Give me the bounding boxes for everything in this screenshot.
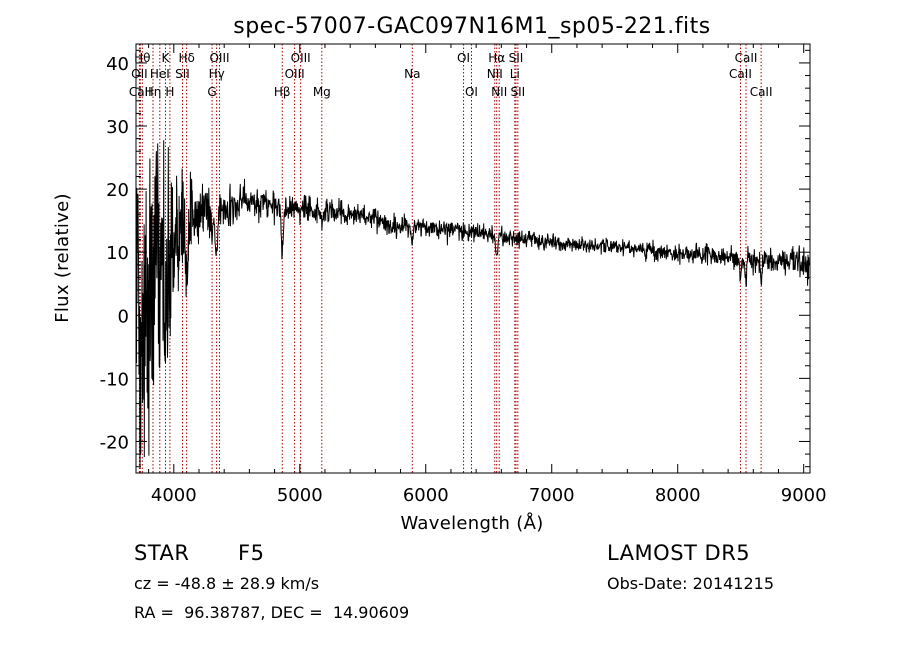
y-tick-label: -10 <box>100 369 129 390</box>
y-axis-label: Flux (relative) <box>52 193 73 323</box>
line-marker-label: Hδ <box>178 51 194 65</box>
line-marker-label: H <box>165 85 174 99</box>
x-tick-label: 7000 <box>529 485 575 506</box>
line-marker-label: Hθ <box>134 51 150 65</box>
y-tick-label: 40 <box>106 54 129 75</box>
line-marker-label: Hη <box>145 85 162 99</box>
line-marker-label: OIII <box>209 51 229 65</box>
line-marker-label: OII <box>131 67 148 81</box>
line-marker-label: OI <box>457 51 470 65</box>
y-tick-label: -20 <box>100 432 129 453</box>
line-marker-label: CaII <box>735 51 758 65</box>
line-marker-label: HeI <box>150 67 170 81</box>
line-marker-label: SII <box>509 51 524 65</box>
line-marker-label: CaII <box>729 67 752 81</box>
y-tick-label: 20 <box>106 180 129 201</box>
x-tick-label: 4000 <box>151 485 197 506</box>
survey-name: LAMOST DR5 <box>607 541 751 565</box>
line-marker-label: SII <box>175 67 190 81</box>
y-tick-label: 10 <box>106 243 129 264</box>
line-marker-label: NII <box>487 67 503 81</box>
line-marker-label: OI <box>465 85 478 99</box>
object-subclass: F5 <box>238 541 265 565</box>
chart-title: spec-57007-GAC097N16M1_sp05-221.fits <box>233 14 711 39</box>
line-marker-label: SII <box>510 85 525 99</box>
line-marker-label: K <box>162 51 171 65</box>
line-marker-label: Mg <box>313 85 331 99</box>
y-tick-label: 0 <box>118 306 129 327</box>
line-marker-label: NII <box>491 85 507 99</box>
line-marker-label: G <box>207 85 216 99</box>
x-axis-label: Wavelength (Å) <box>400 512 543 534</box>
x-tick-label: 5000 <box>277 485 323 506</box>
line-marker-label: CaII <box>750 85 773 99</box>
spectral-line-markers <box>138 44 762 473</box>
x-tick-label: 6000 <box>403 485 449 506</box>
line-marker-label: OIII <box>291 51 311 65</box>
line-marker-label: Na <box>404 67 420 81</box>
line-marker-label: OIII <box>285 67 305 81</box>
x-tick-label: 8000 <box>655 485 701 506</box>
line-marker-label: Hβ <box>274 85 291 99</box>
coordinates: RA = 96.38787, DEC = 14.90609 <box>134 603 410 622</box>
x-axis: 4000 5000 6000 7000 8000 9000 <box>148 44 827 506</box>
line-marker-label: Li <box>510 67 520 81</box>
spectral-line-labels: OIICaIIHθHηHeIKHSIIHδGHγOIIIHβOIIIOIIIMg… <box>129 51 773 99</box>
y-tick-label: 30 <box>106 117 129 138</box>
x-tick-label: 9000 <box>781 485 827 506</box>
y-axis: -20 -10 0 10 20 30 40 <box>100 49 810 468</box>
redshift-velocity: cz = -48.8 ± 28.9 km/s <box>134 574 320 593</box>
line-marker-label: CaII <box>129 85 152 99</box>
spectrum-line <box>135 140 810 467</box>
line-marker-label: Hγ <box>209 67 225 81</box>
line-marker-label: Hα <box>488 51 505 65</box>
observation-date: Obs-Date: 20141215 <box>607 574 775 593</box>
plot-frame <box>135 43 811 474</box>
object-class: STAR <box>134 541 190 565</box>
